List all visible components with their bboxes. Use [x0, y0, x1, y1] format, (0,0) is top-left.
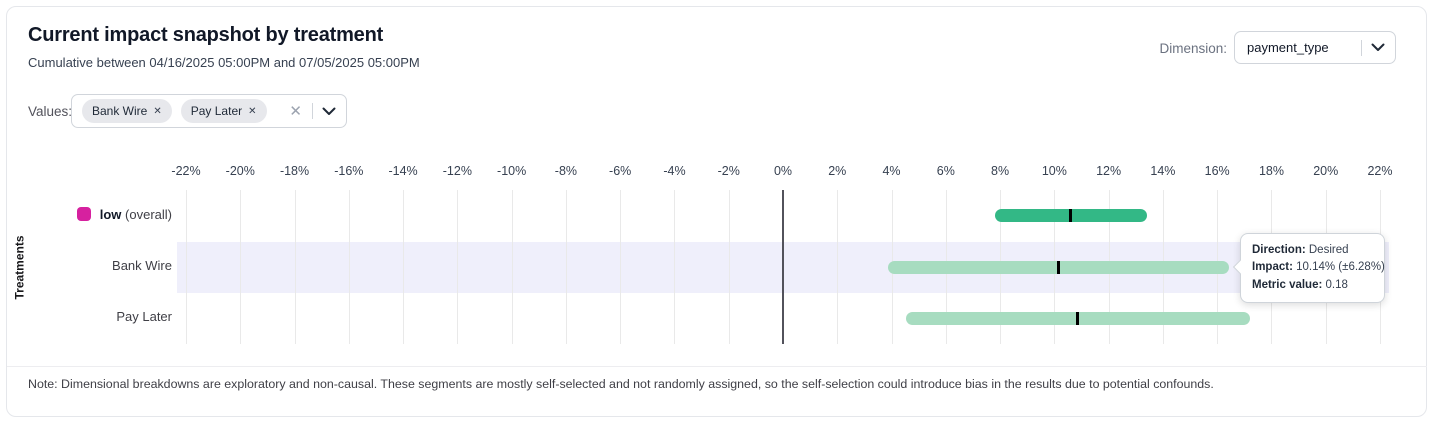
impact-snapshot-card: [6, 6, 1427, 417]
value-chip-label: Pay Later: [190, 104, 243, 118]
tooltip-line: Direction: Desired: [1252, 244, 1349, 256]
values-chevron-down-icon[interactable]: [322, 107, 336, 116]
values-multiselect[interactable]: Bank Wire ✕ Pay Later ✕ ✕: [71, 94, 347, 128]
disclaimer-note: Note: Dimensional breakdowns are explora…: [28, 377, 1214, 391]
values-divider: [312, 103, 313, 119]
page-title: Current impact snapshot by treatment: [28, 24, 384, 46]
values-label: Values:: [28, 104, 73, 119]
dimension-select[interactable]: payment_type: [1234, 31, 1396, 64]
note-divider: [7, 366, 1427, 367]
select-divider: [1361, 39, 1362, 56]
value-chip-label: Bank Wire: [92, 104, 148, 118]
clear-values-icon[interactable]: ✕: [289, 102, 302, 120]
remove-chip-icon[interactable]: ✕: [153, 105, 162, 117]
date-range-subtitle: Cumulative between 04/16/2025 05:00PM an…: [28, 55, 420, 70]
dimension-label: Dimension:: [1159, 41, 1227, 56]
chevron-down-icon[interactable]: [1371, 43, 1385, 52]
dimension-selected-value: payment_type: [1247, 40, 1329, 55]
tooltip-line: Metric value: 0.18: [1252, 278, 1348, 291]
tooltip-line: Impact: 10.14% (±6.28%): [1252, 261, 1385, 274]
value-chip[interactable]: Pay Later ✕: [180, 99, 267, 123]
tooltip: Direction: Desired Impact: 10.14% (±6.28%…: [1232, 233, 1385, 303]
remove-chip-icon[interactable]: ✕: [248, 105, 257, 117]
value-chip[interactable]: Bank Wire ✕: [82, 99, 172, 123]
